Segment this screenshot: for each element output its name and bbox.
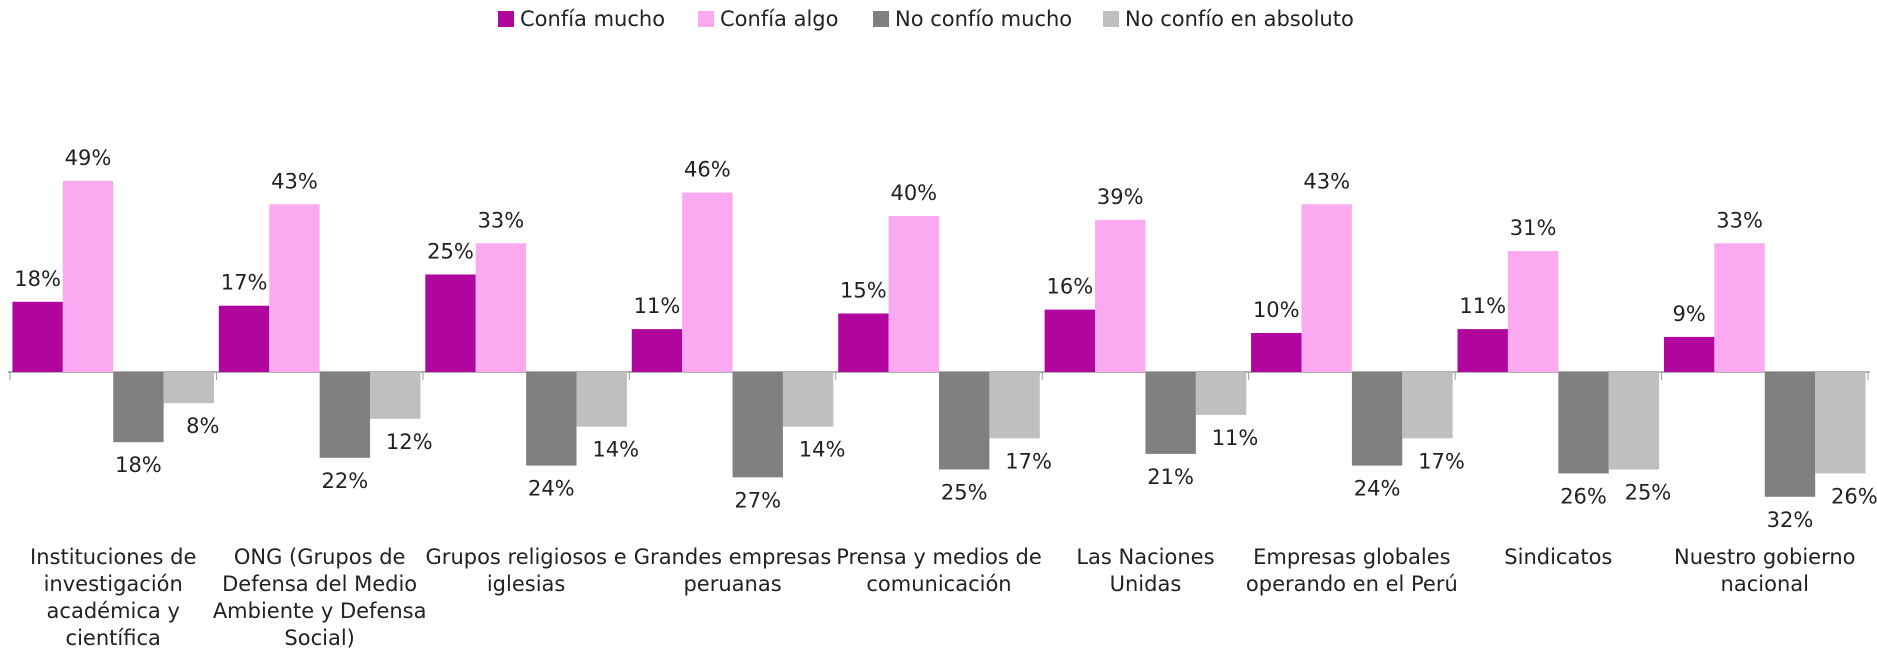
bar xyxy=(838,313,889,372)
value-label: 27% xyxy=(734,488,781,512)
bar xyxy=(319,372,371,458)
bar xyxy=(1764,372,1816,497)
bar xyxy=(1251,333,1302,372)
legend-label: Confía algo xyxy=(720,7,838,31)
bar xyxy=(370,372,421,419)
bar xyxy=(1457,329,1508,372)
value-label: 25% xyxy=(941,481,988,505)
bar xyxy=(1714,243,1765,372)
value-label: 15% xyxy=(840,279,887,303)
value-label: 24% xyxy=(1354,477,1401,501)
category-label: Instituciones de investigación académica… xyxy=(30,545,197,650)
category-label: Grupos religiosos e iglesias xyxy=(425,545,627,596)
bar xyxy=(425,274,476,372)
value-label: 17% xyxy=(1418,449,1465,473)
bar xyxy=(62,180,114,372)
bar xyxy=(526,372,577,466)
value-label: 33% xyxy=(478,208,525,232)
value-label: 14% xyxy=(592,438,639,462)
bar xyxy=(682,192,733,372)
category-label: Sindicatos xyxy=(1504,545,1613,569)
value-label: 18% xyxy=(115,453,162,477)
bar xyxy=(1095,219,1146,372)
bar xyxy=(475,243,527,372)
bar xyxy=(888,216,939,372)
bar xyxy=(1044,309,1096,372)
bar xyxy=(1145,372,1196,454)
value-label: 10% xyxy=(1253,298,1300,322)
value-label: 43% xyxy=(1303,169,1350,193)
bar xyxy=(576,372,627,427)
value-label: 33% xyxy=(1716,208,1763,232)
bar xyxy=(1608,372,1660,470)
value-label: 14% xyxy=(799,438,846,462)
value-label: 12% xyxy=(386,430,433,454)
value-label: 16% xyxy=(1047,275,1094,299)
category-label: Las Naciones Unidas xyxy=(1076,545,1215,596)
category-label: Empresas globales operando en el Perú xyxy=(1245,545,1458,596)
category-label: Nuestro gobierno nacional xyxy=(1674,545,1856,596)
bar xyxy=(1301,204,1352,372)
value-label: 18% xyxy=(14,267,61,291)
value-label: 24% xyxy=(528,477,575,501)
value-label: 25% xyxy=(1625,481,1672,505)
bar xyxy=(1663,336,1715,372)
bar xyxy=(1195,372,1247,415)
bar xyxy=(1402,372,1453,439)
value-label: 21% xyxy=(1147,465,1194,489)
bar xyxy=(1558,372,1609,474)
bar xyxy=(113,372,164,443)
legend-swatch xyxy=(698,11,714,27)
value-label: 46% xyxy=(684,158,731,182)
legend-swatch xyxy=(1103,11,1119,27)
bar xyxy=(218,305,270,372)
legend-swatch xyxy=(498,11,514,27)
value-label: 11% xyxy=(1212,426,1259,450)
legend-label: No confío mucho xyxy=(895,7,1072,31)
value-label: 26% xyxy=(1831,484,1877,508)
value-label: 49% xyxy=(65,146,112,170)
bar xyxy=(12,301,63,372)
value-label: 25% xyxy=(427,240,474,264)
value-label: 8% xyxy=(186,414,219,438)
value-label: 43% xyxy=(271,169,318,193)
value-label: 9% xyxy=(1673,302,1706,326)
legend-swatch xyxy=(873,11,889,27)
bar xyxy=(269,204,320,372)
bar xyxy=(939,372,990,470)
value-label: 31% xyxy=(1510,216,1557,240)
bar xyxy=(989,372,1040,439)
bar xyxy=(1351,372,1403,466)
category-label: Grandes empresas peruanas xyxy=(633,545,832,596)
category-label: ONG (Grupos de Defensa del Medio Ambient… xyxy=(212,545,427,650)
legend-label: Confía mucho xyxy=(520,7,665,31)
value-label: 17% xyxy=(1005,449,1052,473)
bar xyxy=(732,372,783,478)
value-label: 11% xyxy=(634,294,681,318)
value-label: 40% xyxy=(890,181,937,205)
bar xyxy=(631,329,683,372)
value-label: 39% xyxy=(1097,185,1144,209)
bar xyxy=(1507,251,1559,372)
bar xyxy=(1815,372,1866,474)
bar xyxy=(782,372,834,427)
category-label: Prensa y medios de comunicación xyxy=(836,545,1042,596)
value-label: 32% xyxy=(1767,508,1814,532)
value-label: 26% xyxy=(1560,484,1607,508)
bar xyxy=(163,372,215,404)
value-label: 22% xyxy=(322,469,369,493)
value-label: 17% xyxy=(221,271,268,295)
legend-label: No confío en absoluto xyxy=(1125,7,1354,31)
value-label: 11% xyxy=(1459,294,1506,318)
